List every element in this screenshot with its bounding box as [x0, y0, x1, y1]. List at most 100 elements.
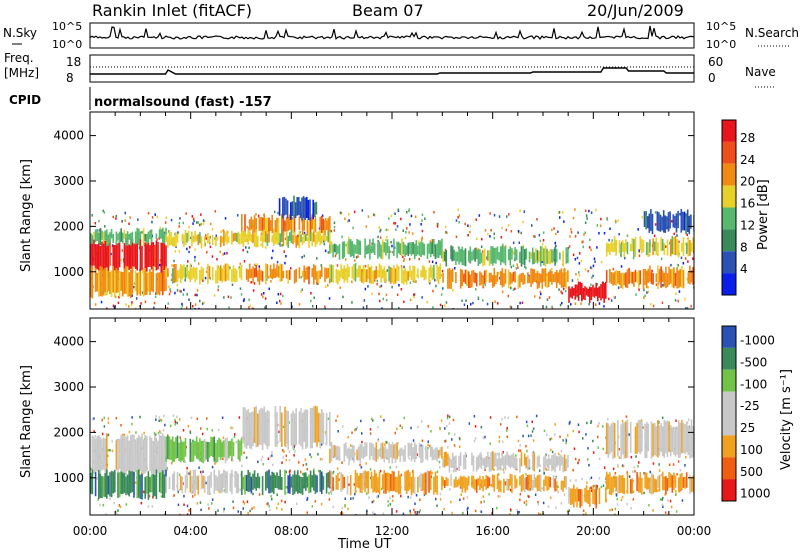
scatter-cell [516, 415, 518, 419]
colorbar-segment [722, 251, 736, 274]
data-cell [165, 227, 167, 241]
data-cell [401, 449, 403, 456]
scatter-cell [163, 231, 166, 235]
data-cell [372, 238, 374, 253]
data-cell [605, 422, 608, 455]
data-cell [597, 287, 599, 302]
scatter-cell [431, 260, 434, 264]
data-cell [316, 406, 318, 447]
data-cell [265, 471, 267, 491]
scatter-cell [133, 285, 135, 289]
data-cell [142, 267, 145, 297]
data-cell [197, 442, 200, 460]
data-cell [378, 263, 381, 278]
scatter-cell [555, 506, 557, 509]
scatter-cell [516, 508, 518, 512]
data-cell [353, 244, 355, 259]
scatter-cell [106, 307, 108, 309]
data-cell [316, 475, 318, 493]
data-cell [629, 271, 632, 283]
data-cell [645, 270, 648, 289]
scatter-cell [568, 422, 571, 425]
scatter-cell [606, 218, 609, 221]
data-cell [362, 265, 365, 284]
data-cell [676, 267, 678, 289]
data-cell [144, 242, 146, 269]
data-cell [607, 474, 610, 489]
data-cell [314, 234, 317, 247]
scatter-cell [461, 299, 463, 302]
scatter-cell [214, 210, 217, 213]
scatter-cell [585, 433, 587, 436]
scatter-cell [467, 506, 469, 510]
scatter-cell [680, 256, 683, 260]
colorbar-tick-label: 1000 [740, 487, 771, 501]
data-cell [343, 265, 346, 283]
data-cell [571, 286, 573, 299]
data-cell [426, 243, 429, 259]
power-data-layer [90, 195, 694, 309]
data-cell [394, 476, 397, 492]
y-tick-label: 2000 [53, 219, 84, 233]
scatter-cell [235, 440, 238, 444]
data-cell [563, 454, 566, 472]
colorbar-segment [722, 391, 736, 414]
scatter-cell [467, 224, 469, 227]
data-cell [436, 264, 438, 282]
data-cell [467, 476, 470, 486]
data-cell [512, 452, 515, 469]
data-cell [245, 268, 248, 280]
data-cell [381, 474, 384, 490]
scatter-cell [502, 468, 505, 471]
scatter-cell [251, 507, 253, 510]
data-cell [665, 266, 667, 289]
nsky-label: N.Sky [3, 26, 37, 40]
scatter-cell [504, 245, 507, 248]
scatter-cell [593, 484, 595, 488]
data-cell [298, 267, 301, 279]
data-cell [447, 268, 449, 289]
data-cell [378, 471, 381, 495]
data-cell [293, 231, 296, 243]
x-tick-label: 08:00 [274, 524, 309, 538]
data-cell [210, 471, 212, 488]
data-cell [266, 217, 269, 234]
scatter-cell [433, 211, 435, 214]
scatter-cell [587, 269, 589, 273]
scatter-cell [557, 485, 559, 488]
data-cell [357, 446, 360, 461]
scatter-cell [664, 511, 667, 514]
scatter-cell [158, 419, 160, 423]
data-cell [434, 244, 437, 260]
scatter-cell [517, 439, 520, 443]
scatter-cell [482, 436, 485, 440]
data-cell [356, 472, 358, 488]
scatter-cell [222, 253, 224, 256]
scatter-cell [507, 416, 509, 419]
colorbar-tick-label: 500 [740, 465, 763, 479]
scatter-cell [692, 257, 694, 260]
data-cell [373, 447, 376, 461]
scatter-cell [400, 288, 403, 291]
scatter-cell [416, 274, 418, 277]
data-cell [107, 271, 110, 291]
scatter-cell [197, 262, 200, 265]
data-cell [333, 243, 336, 253]
scatter-cell [409, 496, 412, 499]
data-cell [552, 250, 555, 261]
colorbar-segment [722, 479, 736, 501]
data-cell [205, 441, 208, 460]
data-cell [319, 470, 321, 492]
data-cell [118, 241, 121, 268]
data-cell [681, 420, 683, 454]
scatter-cell [644, 294, 646, 298]
data-cell [490, 452, 492, 472]
scatter-cell [115, 416, 118, 420]
data-cell [131, 434, 134, 474]
data-cell [162, 433, 164, 477]
data-cell [313, 232, 315, 242]
scatter-cell [203, 301, 205, 304]
data-cell [160, 242, 162, 274]
data-cell [442, 251, 444, 262]
